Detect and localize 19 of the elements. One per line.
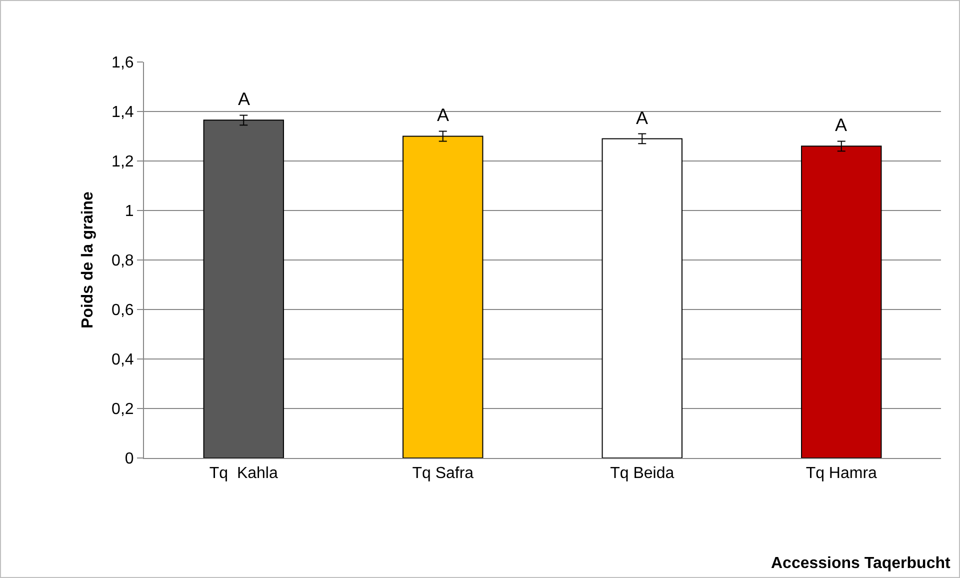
y-axis-title: Poids de la graine (79, 191, 96, 328)
y-tick-label: 1 (124, 203, 134, 220)
y-tick-label: 0,2 (112, 401, 134, 418)
annotation: A (636, 108, 648, 128)
annotation: A (238, 89, 250, 109)
y-tick-label: 1,6 (112, 54, 134, 72)
y-tick-label: 0 (124, 450, 134, 468)
x-tick-label: Tq Hamra (806, 465, 878, 482)
y-tick-label: 0,6 (112, 302, 134, 320)
y-tick-label: 1,4 (112, 104, 134, 122)
x-axis-title: Accessions Taqerbucht (771, 555, 951, 572)
x-tick-label: Tq Kahla (209, 465, 278, 482)
annotation: A (835, 115, 848, 135)
x-tick-label: Tq Beida (610, 465, 674, 482)
y-tick-label: 0,8 (112, 252, 134, 270)
y-tick-label: 1,2 (112, 154, 134, 171)
annotation: A (437, 105, 450, 125)
y-tick-label: 0,4 (112, 352, 134, 369)
x-tick-label: Tq Safra (412, 465, 474, 482)
